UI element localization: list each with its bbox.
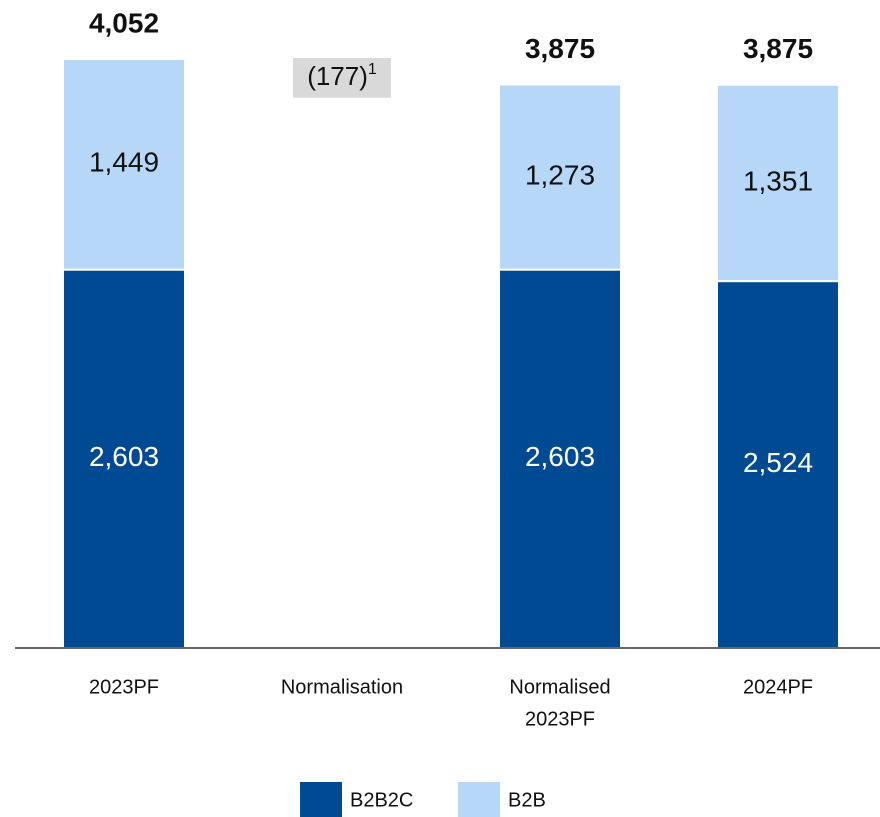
category-label: Normalisation: [281, 676, 403, 698]
category-label: Normalised: [509, 676, 610, 698]
total-label: 4,052: [89, 7, 159, 38]
legend-label: B2B2C: [350, 789, 413, 811]
bar-segment: [498, 83, 622, 271]
footnote-marker: 1: [368, 61, 377, 78]
legend-swatch: [458, 782, 500, 817]
segment-label: 1,449: [89, 147, 159, 178]
total-label: 3,875: [743, 33, 813, 64]
bar-segment: [498, 268, 622, 649]
category-label: 2023PF: [89, 676, 159, 698]
total-label: 3,875: [525, 33, 595, 64]
category-label: 2023PF: [525, 708, 595, 730]
bar-segment: [62, 268, 186, 649]
segment-label: 1,351: [743, 165, 813, 196]
bar-segment: [716, 83, 840, 283]
segment-label: 2,603: [525, 441, 595, 472]
change-value: (177): [307, 61, 368, 91]
segment-label: 1,273: [525, 159, 595, 190]
segment-label: 2,603: [89, 441, 159, 472]
change-label: (177)1: [307, 61, 377, 91]
bar-segment: [62, 58, 186, 271]
segment-label: 2,524: [743, 447, 813, 478]
category-label: 2024PF: [743, 676, 813, 698]
change-box: [293, 58, 391, 98]
legend-label: B2B: [508, 789, 546, 811]
legend-swatch: [300, 782, 342, 817]
